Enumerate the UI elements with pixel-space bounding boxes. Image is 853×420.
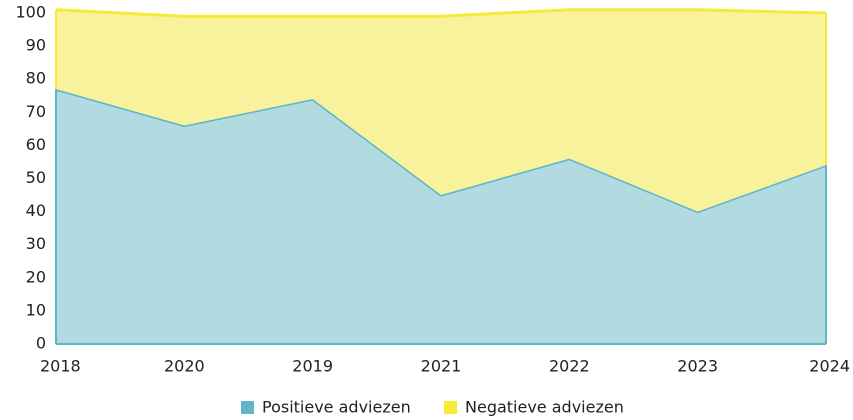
x-tick-label: 2019 bbox=[292, 357, 333, 376]
x-tick-label: 2023 bbox=[677, 357, 718, 376]
area bbox=[56, 89, 826, 344]
x-tick-label: 2022 bbox=[549, 357, 590, 376]
x-tick-label: 2018 bbox=[40, 357, 81, 376]
y-tick-label: 80 bbox=[26, 69, 46, 88]
area bbox=[56, 9, 826, 212]
x-tick-label: 2020 bbox=[164, 357, 205, 376]
y-tick-label: 50 bbox=[26, 168, 46, 187]
y-tick-label: 100 bbox=[15, 3, 46, 22]
legend-label: Negatieve adviezen bbox=[465, 398, 624, 417]
x-tick-label: 2024 bbox=[809, 357, 850, 376]
legend-swatch bbox=[241, 401, 254, 414]
y-tick-label: 0 bbox=[36, 334, 46, 353]
y-tick-label: 10 bbox=[26, 300, 46, 319]
area-line bbox=[55, 8, 827, 18]
y-tick-label: 20 bbox=[26, 267, 46, 286]
y-tick-label: 60 bbox=[26, 135, 46, 154]
x-tick-label: 2021 bbox=[421, 357, 462, 376]
y-tick-label: 40 bbox=[26, 201, 46, 220]
legend-label: Positieve adviezen bbox=[262, 398, 411, 417]
y-tick-label: 30 bbox=[26, 234, 46, 253]
y-tick-label: 90 bbox=[26, 36, 46, 55]
y-tick-label: 70 bbox=[26, 102, 46, 121]
legend-swatch bbox=[444, 401, 457, 414]
